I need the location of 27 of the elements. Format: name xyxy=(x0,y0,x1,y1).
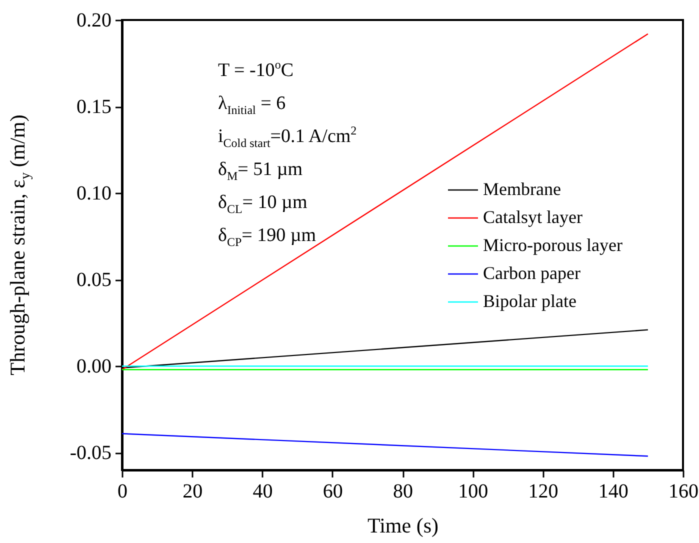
legend-label: Membrane xyxy=(483,179,561,199)
y-tick-label: 0.05 xyxy=(76,269,112,292)
y-tick-label: 0.10 xyxy=(76,182,112,205)
x-tick-label: 0 xyxy=(118,480,128,502)
legend-label: Bipolar plate xyxy=(483,291,576,311)
y-tick-label: 0.20 xyxy=(76,10,112,32)
x-tick-label: 60 xyxy=(322,480,343,502)
annotation: λ$_{Initial}$ = 6 xyxy=(218,92,287,119)
annotation: T = -10$^{o}$C xyxy=(218,56,294,83)
y-tick-label: -0.05 xyxy=(70,442,112,464)
x-tick-label: 80 xyxy=(393,480,413,502)
annotation: i$_{Cold start}$=0.1 A/cm$^{2}$ xyxy=(218,122,357,152)
x-tick-label: 100 xyxy=(458,480,488,502)
legend-label: Carbon paper xyxy=(483,263,580,283)
x-axis-title: Time (s) xyxy=(368,514,438,538)
annotation: δ$_{CL}$= 10 µm xyxy=(218,191,308,218)
x-tick-label: 120 xyxy=(528,480,558,502)
legend-label: Micro-porous layer xyxy=(483,235,622,255)
y-tick-label: 0.00 xyxy=(76,356,112,378)
x-tick-label: 140 xyxy=(598,480,628,502)
legend-label: Catalsyt layer xyxy=(483,207,582,227)
y-tick-label: 0.15 xyxy=(76,96,112,118)
x-tick-label: 20 xyxy=(182,480,203,502)
x-tick-label: 160 xyxy=(668,480,698,502)
x-tick-label: 40 xyxy=(252,480,273,502)
annotation: δ$_{M}$= 51 µm xyxy=(218,158,304,185)
annotation: δ$_{CP}$= 190 µm xyxy=(218,224,318,251)
